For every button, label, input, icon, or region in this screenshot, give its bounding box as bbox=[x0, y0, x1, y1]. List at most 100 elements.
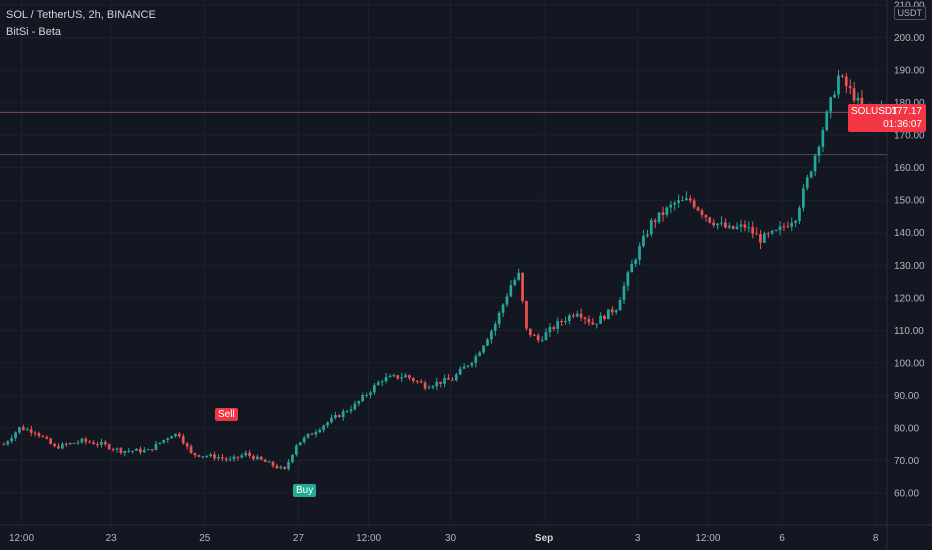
candlestick-series bbox=[2, 69, 887, 471]
candle-body bbox=[766, 233, 770, 235]
currency-label[interactable]: USDT bbox=[893, 6, 926, 20]
indicator-name[interactable]: BitSi - Beta bbox=[6, 26, 62, 38]
candle-body bbox=[513, 279, 517, 286]
candle-body bbox=[224, 458, 228, 460]
candle-body bbox=[529, 328, 532, 336]
candle-body bbox=[552, 327, 556, 329]
candle-body bbox=[349, 409, 353, 412]
bar-countdown: 01:36:07 bbox=[883, 119, 922, 130]
candle-body bbox=[119, 448, 123, 453]
candle-body bbox=[170, 436, 173, 439]
candle-body bbox=[22, 427, 25, 431]
candle-body bbox=[720, 222, 723, 224]
time-tick-label: 6 bbox=[779, 533, 785, 544]
candle-body bbox=[181, 436, 185, 444]
candle-body bbox=[813, 155, 817, 172]
candle-body bbox=[357, 400, 361, 404]
candle-body bbox=[162, 439, 166, 443]
candle-body bbox=[205, 456, 208, 458]
candle-body bbox=[833, 94, 836, 98]
candle-body bbox=[497, 312, 501, 325]
candle-body bbox=[68, 443, 72, 445]
candle-body bbox=[817, 146, 821, 156]
candle-body bbox=[856, 97, 860, 101]
candle-body bbox=[657, 212, 661, 222]
candle-body bbox=[279, 466, 283, 469]
candle-body bbox=[287, 461, 290, 469]
price-axis[interactable]: 60.00 70.00 80.00 90.00 100.00 110.00 120.00 13… bbox=[894, 1, 925, 500]
time-tick-label: 25 bbox=[199, 533, 211, 544]
candle-body bbox=[493, 324, 497, 331]
candle-body bbox=[790, 223, 793, 227]
candle-body bbox=[154, 443, 158, 450]
candle-body bbox=[427, 387, 431, 389]
price-tick-label: 80.00 bbox=[894, 423, 919, 434]
candle-body bbox=[809, 171, 813, 178]
candle-body bbox=[61, 443, 64, 449]
candle-body bbox=[825, 111, 829, 131]
candle-body bbox=[150, 449, 154, 451]
candle-body bbox=[365, 394, 368, 396]
candle-body bbox=[571, 315, 575, 317]
candle-body bbox=[677, 200, 680, 203]
buy-signal-label: Buy bbox=[293, 484, 317, 497]
time-axis[interactable]: 12:00 23 25 27 12:00 30 Sep 3 12:00 6 8 bbox=[9, 533, 879, 544]
candle-body bbox=[404, 375, 407, 378]
candle-body bbox=[525, 300, 528, 329]
candle-body bbox=[127, 450, 130, 452]
candle-body bbox=[727, 225, 731, 228]
price-tick-label: 90.00 bbox=[894, 391, 919, 402]
candle-body bbox=[400, 377, 403, 379]
candle-body bbox=[100, 442, 103, 445]
symbol-title[interactable]: SOL / TetherUS, 2h, BINANCE bbox=[6, 9, 156, 21]
candle-body bbox=[322, 425, 325, 430]
candle-body bbox=[232, 456, 236, 460]
candle-body bbox=[603, 315, 606, 320]
candle-body bbox=[665, 207, 669, 215]
candle-body bbox=[37, 433, 41, 436]
price-tick-label: 160.00 bbox=[894, 163, 925, 174]
price-tick-label: 120.00 bbox=[894, 293, 925, 304]
candle-body bbox=[380, 381, 384, 383]
candle-body bbox=[376, 382, 380, 386]
candle-body bbox=[423, 382, 427, 389]
candle-body bbox=[2, 444, 6, 446]
candle-body bbox=[501, 304, 505, 313]
candle-body bbox=[649, 220, 653, 235]
candle-body bbox=[821, 130, 825, 147]
candle-body bbox=[256, 456, 259, 460]
candle-body bbox=[610, 309, 614, 313]
candle-body bbox=[25, 429, 29, 431]
candle-body bbox=[712, 222, 715, 226]
candle-body bbox=[244, 452, 247, 456]
candle-body bbox=[829, 97, 832, 112]
candle-body bbox=[259, 456, 263, 460]
candle-body bbox=[466, 365, 470, 367]
candle-body bbox=[595, 323, 598, 325]
candle-body bbox=[10, 438, 13, 442]
candle-body bbox=[334, 415, 337, 418]
candle-body bbox=[653, 220, 657, 222]
candle-body bbox=[314, 432, 318, 435]
time-tick-label: 27 bbox=[293, 533, 305, 544]
price-tick-label: 100.00 bbox=[894, 358, 925, 369]
candle-body bbox=[72, 443, 76, 445]
candle-body bbox=[646, 234, 649, 236]
candle-body bbox=[96, 444, 99, 446]
candle-body bbox=[53, 443, 56, 447]
candle-body bbox=[45, 436, 49, 439]
candle-body bbox=[103, 442, 107, 445]
candle-body bbox=[763, 233, 766, 243]
candle-body bbox=[630, 263, 634, 273]
candle-body bbox=[669, 204, 673, 208]
candle-body bbox=[197, 455, 201, 457]
time-tick-label: 23 bbox=[106, 533, 118, 544]
candle-body bbox=[185, 443, 189, 447]
candle-body bbox=[369, 392, 372, 395]
time-tick-label: 12:00 bbox=[9, 533, 34, 544]
candle-body bbox=[490, 330, 493, 340]
price-tick-label: 200.00 bbox=[894, 33, 925, 44]
candle-body bbox=[392, 375, 396, 377]
candle-body bbox=[57, 446, 60, 449]
